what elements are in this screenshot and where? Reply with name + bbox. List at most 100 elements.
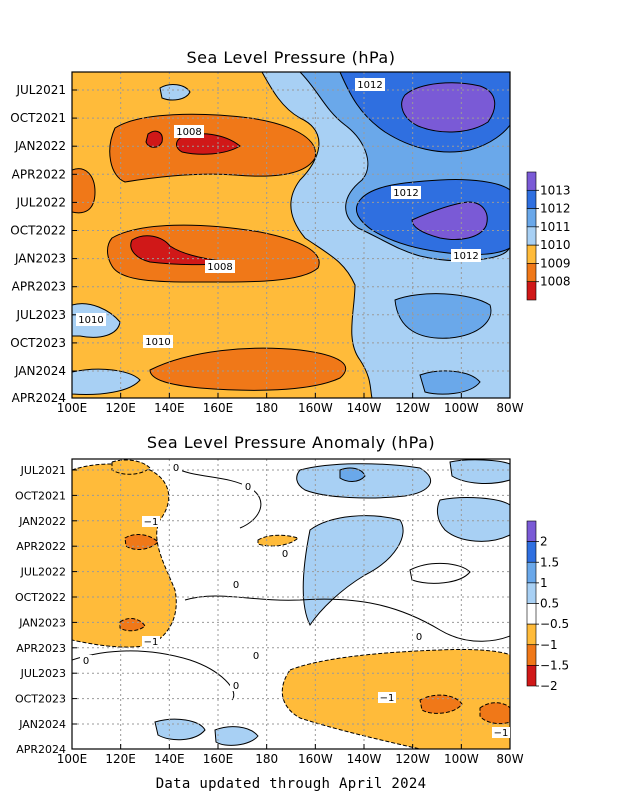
colorbar-swatch bbox=[526, 603, 537, 625]
chart2-neg-west bbox=[72, 463, 177, 648]
chart2-contour-label: 0 bbox=[233, 681, 239, 692]
y-tick-label: JAN2024 bbox=[14, 364, 66, 378]
colorbar-swatch bbox=[526, 281, 537, 301]
x-tick-label: 120E bbox=[105, 752, 136, 766]
colorbar-label: −2 bbox=[540, 679, 558, 693]
x-tick-label: 160W bbox=[298, 401, 333, 415]
x-tick-label: 180 bbox=[255, 752, 278, 766]
chart2-neg15-east bbox=[419, 694, 463, 714]
chart1-contour-label: 1012 bbox=[357, 80, 382, 91]
y-tick-label: JAN2024 bbox=[18, 718, 66, 731]
y-tick-label: OCT2023 bbox=[15, 693, 66, 706]
chart1-patch-1011-east-a bbox=[394, 293, 492, 339]
chart1-band-1009-west-edge bbox=[72, 168, 96, 214]
x-tick-label: 100W bbox=[444, 752, 479, 766]
colorbar-label: 1011 bbox=[540, 220, 571, 234]
chart2-title: Sea Level Pressure Anomaly (hPa) bbox=[147, 433, 435, 452]
x-tick-label: 180 bbox=[255, 401, 278, 415]
x-tick-label: 140W bbox=[347, 752, 382, 766]
colorbar-swatch bbox=[526, 263, 537, 283]
y-tick-label: JUL2022 bbox=[15, 195, 66, 209]
y-tick-label: JUL2021 bbox=[15, 83, 66, 97]
colorbar-swatch bbox=[526, 244, 537, 264]
chart1-contour-label: 1008 bbox=[176, 127, 201, 138]
x-tick-label: 120W bbox=[395, 752, 430, 766]
y-tick-label: APR2022 bbox=[12, 167, 66, 181]
chart2-contour-label: 0 bbox=[253, 651, 259, 662]
chart1-band-1008-2022-small bbox=[145, 130, 163, 148]
y-tick-label: JAN2022 bbox=[18, 515, 66, 528]
x-tick-label: 140E bbox=[154, 752, 185, 766]
chart2-contour-label: −1 bbox=[144, 637, 159, 648]
x-tick-label: 140W bbox=[347, 401, 382, 415]
chart1-x-ticks: 100E 120E 140E 160E 180 160W 140W 120W 100W 80W bbox=[57, 393, 524, 415]
y-tick-label: OCT2021 bbox=[10, 111, 66, 125]
y-tick-label: APR2024 bbox=[16, 743, 66, 756]
chart1-y-ticks: JUL2021 OCT2021 JAN2022 APR2022 JUL2022 OCT20… bbox=[10, 83, 77, 405]
colorbar-label: 1013 bbox=[540, 183, 571, 197]
chart2-y-ticks: JUL2021 OCT2021 JAN2022 APR2022 JUL2022 OCT20… bbox=[15, 464, 77, 756]
x-tick-label: 80W bbox=[496, 752, 523, 766]
colorbar-label: 1 bbox=[540, 576, 548, 590]
colorbar-swatch bbox=[526, 644, 537, 666]
x-tick-label: 160W bbox=[298, 752, 333, 766]
colorbar-swatch bbox=[526, 582, 537, 604]
chart2-neg15-b bbox=[119, 618, 146, 632]
chart2-contour-labels: 0 0 −1 0 0 0 −1 0 0 0 −1 −1 bbox=[80, 462, 510, 739]
x-tick-label: 100W bbox=[444, 401, 479, 415]
chart2-x-ticks: 100E 120E 140E 160E 180 160W 140W 120W 100W 80W bbox=[57, 744, 524, 766]
colorbar-swatch bbox=[526, 226, 537, 246]
chart2-pos-low-b bbox=[214, 726, 259, 746]
colorbar-label: 1008 bbox=[540, 275, 571, 289]
y-tick-label: JAN2022 bbox=[14, 139, 66, 153]
x-tick-label: 120E bbox=[105, 401, 136, 415]
y-tick-label: JAN2023 bbox=[14, 252, 66, 266]
colorbar-label: 1012 bbox=[540, 202, 571, 216]
y-tick-label: APR2022 bbox=[16, 540, 66, 553]
chart1-plot bbox=[72, 72, 510, 398]
chart2-plot bbox=[72, 459, 510, 749]
chart2-contour-label: 0 bbox=[416, 632, 422, 643]
chart2-zero-contour-b bbox=[184, 595, 510, 642]
chart2-neg-west-small bbox=[257, 534, 299, 547]
y-tick-label: OCT2023 bbox=[10, 336, 66, 350]
x-tick-label: 100E bbox=[57, 752, 88, 766]
chart2-pos-mid bbox=[302, 515, 404, 626]
colorbar-swatch bbox=[526, 561, 537, 584]
chart2-contour-label: 0 bbox=[245, 482, 251, 493]
y-tick-label: JUL2021 bbox=[20, 464, 66, 477]
y-tick-label: JAN2023 bbox=[18, 616, 66, 629]
y-tick-label: OCT2021 bbox=[15, 489, 66, 502]
chart1-patch-1010-b bbox=[72, 368, 141, 395]
chart2-contour-label: 0 bbox=[173, 463, 179, 474]
chart2-contour-label: −1 bbox=[144, 517, 159, 528]
colorbar-label: 1.5 bbox=[540, 555, 559, 569]
chart2-contour-label: 0 bbox=[83, 656, 89, 667]
y-tick-label: JUL2023 bbox=[15, 308, 66, 322]
chart1-contour-label: 1012 bbox=[393, 188, 418, 199]
y-tick-label: APR2023 bbox=[16, 642, 66, 655]
colorbar-label: −1 bbox=[540, 638, 558, 652]
y-tick-label: OCT2022 bbox=[10, 224, 66, 238]
chart1-contour-label: 1012 bbox=[453, 251, 478, 262]
chart2-zero-contour-d bbox=[409, 562, 471, 584]
x-tick-label: 80W bbox=[496, 401, 523, 415]
chart1-band-1009-2024 bbox=[149, 347, 347, 391]
chart2-pos-blue-1 bbox=[339, 467, 366, 482]
chart2-gridlines bbox=[72, 459, 510, 749]
x-tick-label: 100E bbox=[57, 401, 88, 415]
chart1-frame bbox=[71, 71, 511, 399]
colorbar-label: −1.5 bbox=[540, 658, 569, 672]
chart1-patch-1010-c bbox=[159, 84, 191, 101]
colorbar-swatch bbox=[526, 541, 537, 563]
y-tick-label: APR2023 bbox=[12, 280, 66, 294]
chart2-neg-west-top bbox=[111, 459, 151, 475]
x-tick-label: 160E bbox=[203, 752, 234, 766]
colorbar-label: 1009 bbox=[540, 256, 571, 270]
chart2-contour-label: 0 bbox=[233, 580, 239, 591]
colorbar-label: −0.5 bbox=[540, 617, 569, 631]
chart2-colorbar: 2 1.5 1 0.5 −0.5 −1 −1.5 −2 bbox=[526, 520, 569, 693]
y-tick-label: JUL2023 bbox=[20, 667, 66, 680]
colorbar-swatch bbox=[526, 171, 537, 191]
